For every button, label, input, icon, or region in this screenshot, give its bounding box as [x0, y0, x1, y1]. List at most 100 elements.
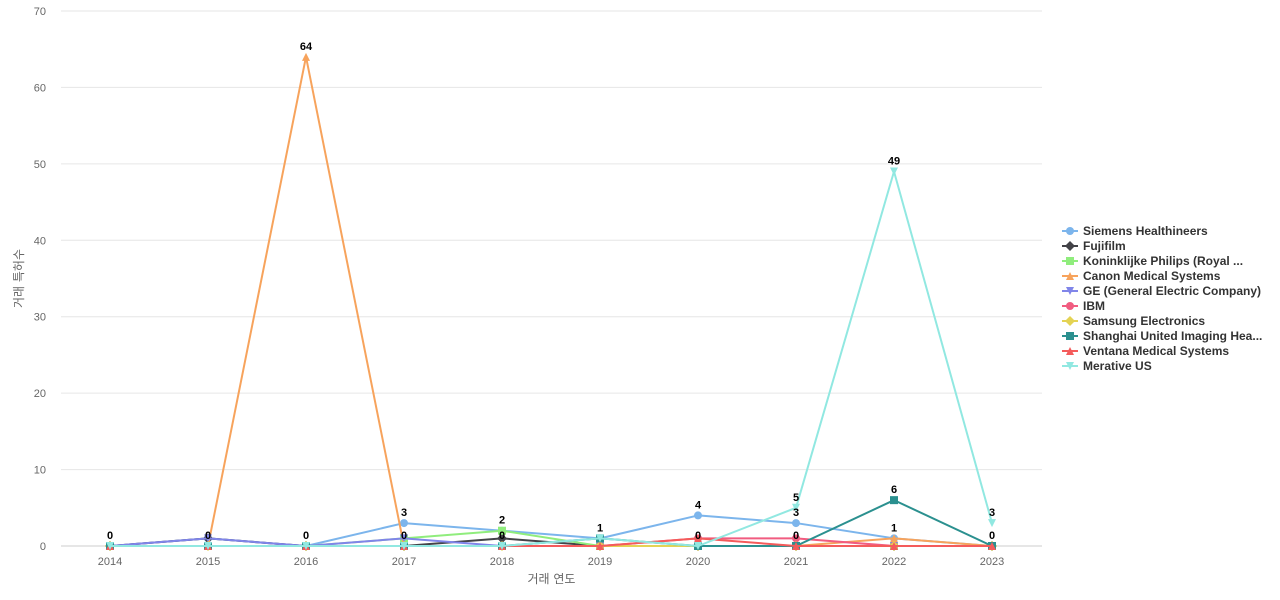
x-tick-label-2023: 2023 [980, 556, 1004, 568]
legend-label-4: GE (General Electric Company) [1083, 284, 1261, 298]
data-point-9-2015 [204, 542, 212, 550]
legend-item-6: Samsung Electronics [1062, 314, 1205, 328]
data-point-9-2023 [988, 519, 996, 528]
legend-label-6: Samsung Electronics [1083, 314, 1205, 328]
y-tick-label-20: 20 [34, 388, 46, 400]
data-point-4-2015 [204, 534, 212, 543]
y-tick-label-10: 10 [34, 465, 46, 477]
legend-marker-7 [1066, 332, 1074, 340]
data-point-5-2021 [792, 534, 800, 543]
data-label-9: 4 [695, 499, 702, 511]
data-label-13: 0 [793, 530, 799, 542]
legend-item-1: Fujifilm [1062, 239, 1126, 253]
legend-label-5: IBM [1083, 299, 1105, 313]
data-point-9-2014 [106, 542, 114, 550]
data-point-8-2023 [988, 542, 996, 550]
y-tick-label-60: 60 [34, 82, 46, 94]
series-line-3 [110, 55, 993, 547]
x-tick-label-2017: 2017 [392, 556, 416, 568]
data-label-15: 6 [891, 484, 897, 496]
legend-label-1: Fujifilm [1083, 239, 1126, 253]
data-point-9-2016 [302, 542, 310, 550]
series-3 [106, 52, 996, 550]
data-label-1: 0 [205, 530, 211, 542]
x-tick-label-2019: 2019 [588, 556, 612, 568]
legend-item-3: Canon Medical Systems [1062, 269, 1221, 283]
data-labels: 0 0 64 0 3 0 2 0 1 4 0 5 3 0 49 6 1 3 0 [107, 41, 995, 542]
legend-marker-6 [1065, 316, 1075, 326]
data-label-4: 3 [401, 507, 407, 519]
legend-label-8: Ventana Medical Systems [1083, 344, 1229, 358]
legend-item-8: Ventana Medical Systems [1062, 344, 1229, 358]
data-point-9-2018 [498, 542, 506, 550]
legend-marker-2 [1066, 257, 1074, 265]
data-label-17: 3 [989, 507, 995, 519]
series-9 [106, 167, 996, 550]
series-line-9 [110, 170, 993, 547]
data-label-0: 0 [107, 530, 113, 542]
data-point-0-2017 [400, 519, 408, 528]
data-label-2: 64 [300, 41, 313, 53]
legend-label-7: Shanghai United Imaging Hea... [1083, 329, 1262, 343]
data-label-6: 2 [499, 515, 505, 527]
data-point-7-2022 [890, 496, 898, 505]
series-group [105, 52, 997, 551]
legend-marker-5 [1066, 302, 1074, 310]
legend: Siemens HealthineersFujifilmKoninklijke … [1062, 224, 1262, 373]
x-tick-label-2015: 2015 [196, 556, 220, 568]
y-tick-label-50: 50 [34, 159, 46, 171]
legend-marker-0 [1066, 227, 1074, 235]
x-tick-label-2014: 2014 [98, 556, 122, 568]
legend-item-2: Koninklijke Philips (Royal ... [1062, 254, 1243, 268]
x-tick-label-2016: 2016 [294, 556, 318, 568]
legend-label-2: Koninklijke Philips (Royal ... [1083, 254, 1243, 268]
x-tick-label-2021: 2021 [784, 556, 808, 568]
data-label-7: 0 [499, 530, 505, 542]
data-label-16: 1 [891, 522, 897, 534]
legend-marker-8 [1066, 347, 1074, 355]
x-axis-ticks: 2014 2015 2016 2017 2018 2019 2020 2021 2022 2023 [98, 556, 1004, 568]
data-point-4-2017 [400, 534, 408, 543]
data-point-3-2022 [890, 534, 898, 543]
legend-item-9: Merative US [1062, 359, 1152, 373]
data-label-11: 5 [793, 492, 799, 504]
y-tick-label-30: 30 [34, 312, 46, 324]
y-tick-label-70: 70 [34, 6, 46, 18]
data-point-1-2018 [497, 533, 507, 544]
legend-marker-1 [1065, 241, 1075, 251]
legend-label-3: Canon Medical Systems [1083, 269, 1221, 283]
data-point-9-2017 [400, 542, 408, 550]
data-point-9-2019 [596, 534, 604, 543]
data-point-0-2021 [792, 519, 800, 528]
legend-item-7: Shanghai United Imaging Hea... [1062, 329, 1262, 343]
data-label-3: 0 [303, 530, 309, 542]
legend-label-0: Siemens Healthineers [1083, 224, 1208, 238]
data-point-8-2020 [694, 534, 702, 543]
data-point-8-2019 [596, 542, 604, 550]
y-axis-title: 거래 특허수 [12, 249, 26, 308]
legend-item-0: Siemens Healthineers [1062, 224, 1208, 238]
legend-marker-4 [1066, 287, 1074, 295]
data-label-10: 0 [695, 530, 701, 542]
data-point-3-2016 [302, 52, 310, 61]
legend-item-5: IBM [1062, 299, 1105, 313]
legend-marker-9 [1066, 362, 1074, 370]
legend-marker-3 [1066, 272, 1074, 280]
x-axis-title: 거래 연도 [528, 572, 576, 586]
x-tick-label-2018: 2018 [490, 556, 514, 568]
data-point-8-2021 [792, 542, 800, 550]
data-label-12: 3 [793, 507, 799, 519]
x-tick-label-2022: 2022 [882, 556, 906, 568]
x-tick-label-2020: 2020 [686, 556, 710, 568]
legend-item-4: GE (General Electric Company) [1062, 284, 1261, 298]
y-tick-label-0: 0 [40, 541, 46, 553]
legend-label-9: Merative US [1083, 359, 1152, 373]
gridlines [61, 10, 1042, 547]
data-point-2-2018 [498, 526, 506, 535]
y-axis-ticks: 0 10 20 30 40 50 60 70 [34, 6, 46, 553]
data-label-14: 49 [888, 156, 900, 168]
data-point-9-2021 [792, 503, 800, 512]
data-point-0-2020 [694, 511, 702, 520]
y-tick-label-40: 40 [34, 235, 46, 247]
